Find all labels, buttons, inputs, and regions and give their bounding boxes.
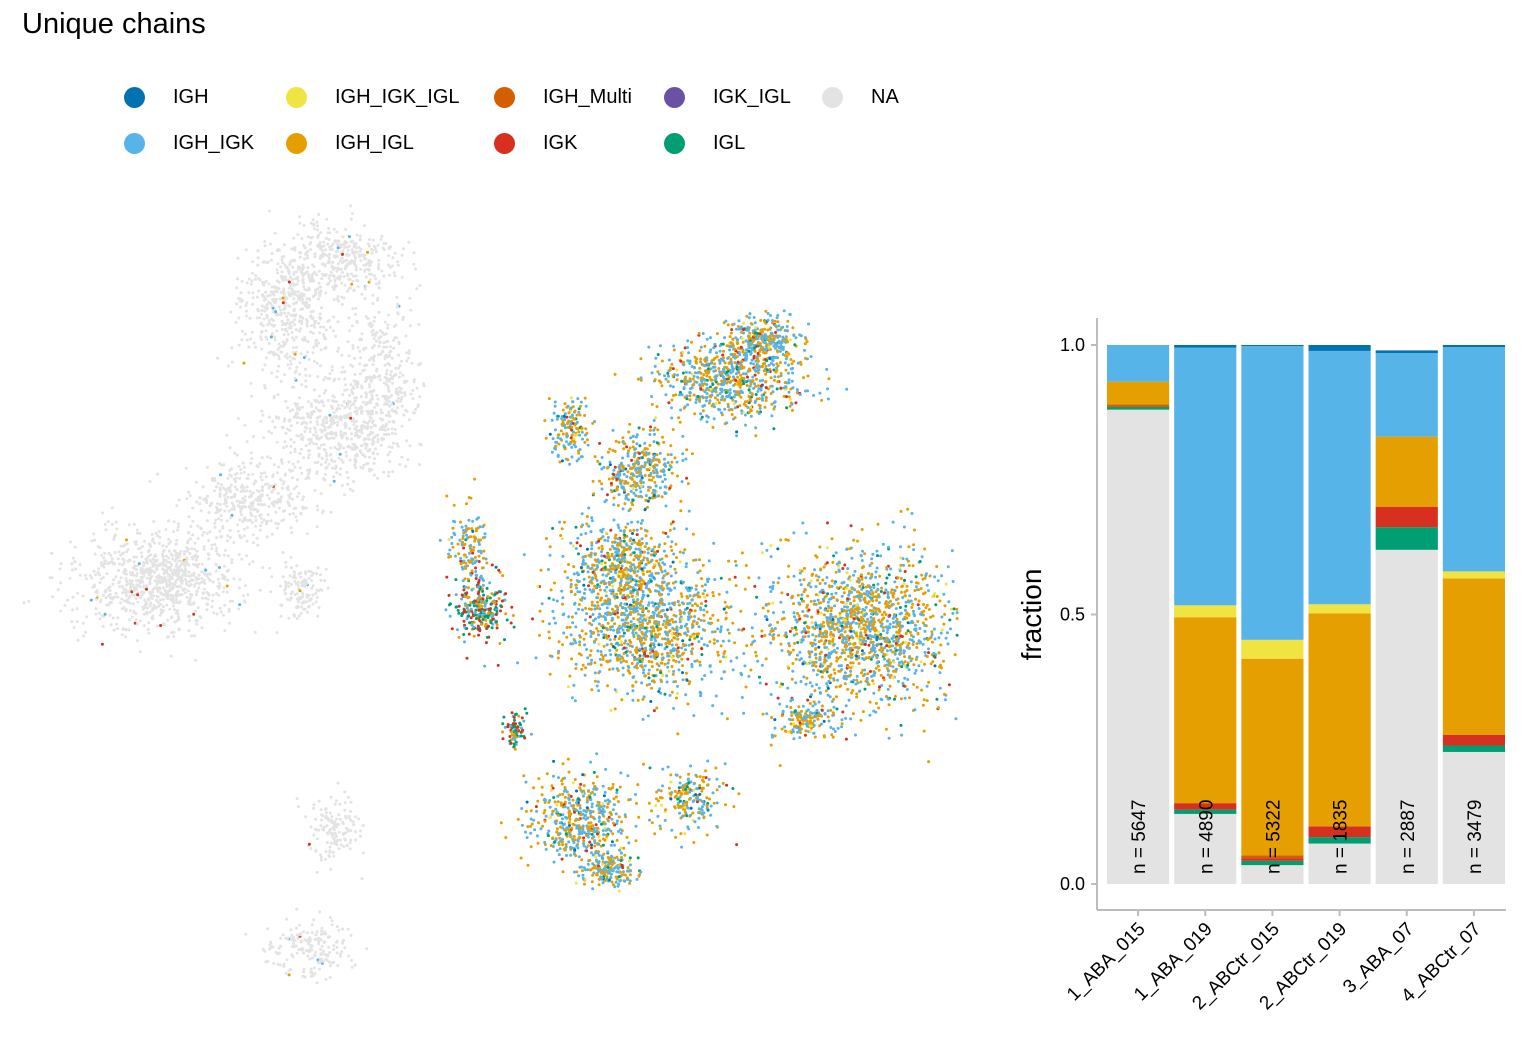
umap-cell-point xyxy=(180,581,184,585)
legend-swatch xyxy=(124,132,145,154)
umap-cell-point xyxy=(226,554,230,558)
umap-cell-point xyxy=(167,635,171,639)
umap-cell-point xyxy=(200,562,204,566)
legend-item-igh-multi: IGH_Multi xyxy=(494,82,632,112)
umap-cell-point xyxy=(179,549,183,553)
umap-cell-point xyxy=(186,589,190,593)
legend-swatch xyxy=(494,132,515,154)
legend-item-na: NA xyxy=(822,82,899,112)
legend-item-igk: IGK xyxy=(494,128,577,158)
legend-swatch xyxy=(822,86,843,108)
umap-cell-point xyxy=(182,552,186,556)
umap-cell-point xyxy=(124,628,128,632)
umap-cell-point xyxy=(75,607,79,611)
umap-cell-point xyxy=(122,587,126,591)
legend-swatch xyxy=(664,86,685,108)
legend-item-igl: IGL xyxy=(664,128,745,158)
legend: IGH IGH_IGK IGH_IGK_IGL IGH_IGL IGH_Multi IGK… xyxy=(0,0,1000,180)
umap-cell-point xyxy=(219,610,223,614)
umap-cell-point xyxy=(177,559,180,563)
umap-cell-point xyxy=(143,539,146,543)
legend-label: IGL xyxy=(713,131,746,154)
legend-swatch xyxy=(494,86,515,108)
umap-cell-point xyxy=(190,634,193,638)
umap-cell-point xyxy=(228,621,232,625)
umap-cell-point xyxy=(167,537,171,541)
umap-cell-point xyxy=(109,623,113,627)
legend-swatch xyxy=(664,132,685,154)
umap-cell-point xyxy=(119,576,123,580)
umap-cell-point xyxy=(110,522,114,526)
legend-label: IGH_Multi xyxy=(543,85,632,108)
umap-cell-point xyxy=(98,581,102,585)
umap-cell-point xyxy=(111,578,115,582)
umap-cell-point xyxy=(154,598,158,602)
umap-cell-point xyxy=(183,550,187,554)
umap-cell-point xyxy=(171,557,175,561)
legend-item-igk-igl: IGK_IGL xyxy=(664,82,791,112)
umap-cell-point xyxy=(136,639,139,643)
umap-cell-point xyxy=(58,567,62,571)
umap-cell-point xyxy=(202,587,206,591)
umap-cell-point xyxy=(94,612,98,616)
umap-cell-point xyxy=(167,542,171,546)
legend-item-igh: IGH xyxy=(124,82,209,112)
legend-label: IGK_IGL xyxy=(713,85,791,108)
umap-cell-point xyxy=(101,624,105,628)
umap-cell-point xyxy=(172,608,176,612)
legend-label: IGH_IGK_IGL xyxy=(335,85,460,108)
umap-cell-point xyxy=(193,634,197,638)
umap-cell-point xyxy=(194,593,198,597)
legend-swatch xyxy=(286,132,307,154)
legend-item-igh-igk: IGH_IGK xyxy=(124,128,254,158)
umap-cell-point xyxy=(56,588,60,592)
legend-item-igh-igk-igl: IGH_IGK_IGL xyxy=(286,82,460,112)
umap-cell-point xyxy=(128,609,132,613)
umap-cell-point xyxy=(145,584,149,588)
umap-cell-point xyxy=(88,574,92,578)
umap-cell-point xyxy=(59,581,62,585)
umap-cell-point xyxy=(136,600,140,604)
umap-cell-point xyxy=(132,602,135,606)
legend-label: IGH_IGL xyxy=(335,131,414,154)
umap-cell-point xyxy=(109,554,113,557)
umap-cell-point xyxy=(145,576,149,580)
legend-label: IGH_IGK xyxy=(173,131,255,154)
umap-cell-point xyxy=(130,579,134,583)
umap-cell-point xyxy=(51,595,55,599)
umap-cell-point xyxy=(188,619,191,623)
legend-label: NA xyxy=(871,85,899,108)
umap-cell-point xyxy=(103,551,107,555)
umap-cell-point xyxy=(134,618,138,622)
legend-item-igh-igl: IGH_IGL xyxy=(286,128,414,158)
umap-cell-point xyxy=(281,551,285,554)
umap-cell-point xyxy=(99,561,103,565)
umap-cell-point xyxy=(154,606,158,610)
legend-label: IGK xyxy=(543,131,578,154)
umap-cell-point xyxy=(208,530,212,534)
legend-label: IGH xyxy=(173,85,209,108)
umap-cell-point xyxy=(125,579,129,583)
umap-cell-point xyxy=(171,585,175,589)
umap-scatter-plot xyxy=(22,204,959,985)
umap-cell-point xyxy=(221,576,225,580)
umap-cell-point xyxy=(116,616,120,620)
umap-cell-point xyxy=(175,538,179,542)
umap-cell-point xyxy=(217,581,221,585)
umap-cell-point xyxy=(93,552,97,556)
umap-cell-point xyxy=(125,538,128,542)
umap-cell-point xyxy=(198,615,202,618)
legend-swatch xyxy=(124,86,145,108)
umap-cell-point xyxy=(258,588,262,592)
umap-cell-point xyxy=(205,519,209,523)
umap-cell-point xyxy=(223,629,227,633)
umap-cell-point xyxy=(215,549,218,553)
umap-cell-point xyxy=(210,605,214,609)
umap-cell-point xyxy=(164,528,168,531)
legend-swatch xyxy=(286,86,307,108)
chart-title: Unique chains xyxy=(22,8,206,40)
